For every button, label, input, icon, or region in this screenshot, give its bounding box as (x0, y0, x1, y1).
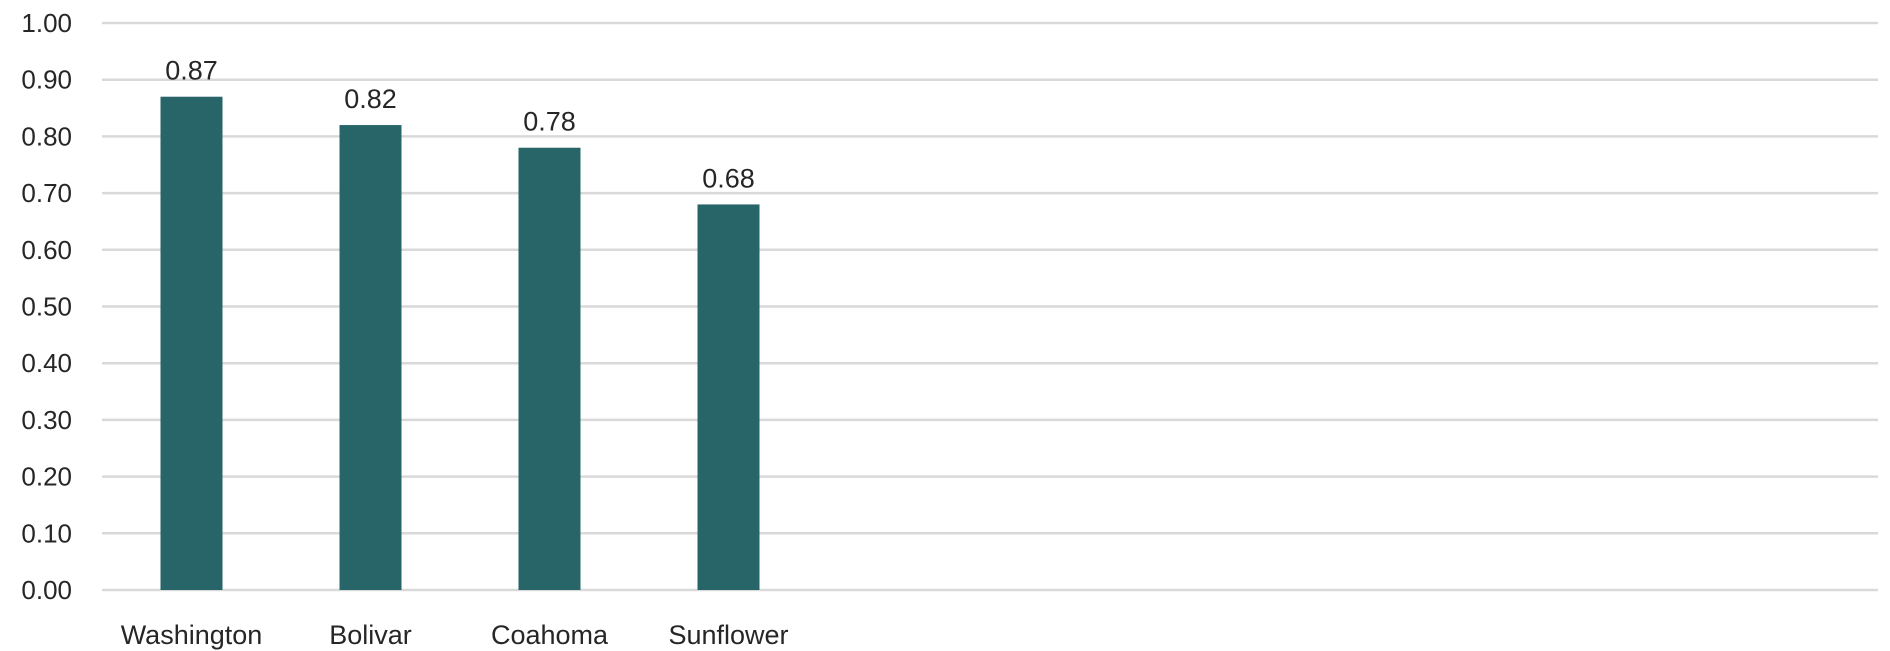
y-tick-label: 0.30 (21, 405, 72, 435)
bar (339, 125, 402, 590)
data-label: 0.82 (344, 84, 397, 114)
y-tick-label: 0.40 (21, 348, 72, 378)
y-tick-label: 0.70 (21, 178, 72, 208)
y-tick-label: 0.20 (21, 462, 72, 492)
x-category-label: Washington (121, 620, 263, 650)
x-axis-categories: Washington Bolivar Coahoma Sunflower (121, 620, 789, 650)
bar (518, 147, 581, 591)
x-category-label: Coahoma (491, 620, 609, 650)
y-tick-label: 0.80 (21, 121, 72, 151)
bars (160, 96, 760, 591)
y-tick-label: 0.60 (21, 235, 72, 265)
y-tick-label: 0.00 (21, 575, 72, 605)
y-tick-label: 0.50 (21, 292, 72, 322)
data-labels: 0.87 0.82 0.78 0.68 (165, 56, 755, 194)
y-tick-label: 0.10 (21, 518, 72, 548)
x-category-label: Bolivar (329, 620, 412, 650)
data-label: 0.87 (165, 56, 218, 86)
bar (160, 96, 223, 591)
y-axis-ticks: 0.00 0.10 0.20 0.30 0.40 0.50 0.60 0.70 0.80 0.90… (21, 8, 72, 605)
y-tick-label: 1.00 (21, 8, 72, 38)
data-label: 0.78 (523, 107, 576, 137)
x-category-label: Sunflower (668, 620, 788, 650)
y-tick-label: 0.90 (21, 65, 72, 95)
bar (697, 204, 760, 590)
data-label: 0.68 (702, 163, 755, 193)
